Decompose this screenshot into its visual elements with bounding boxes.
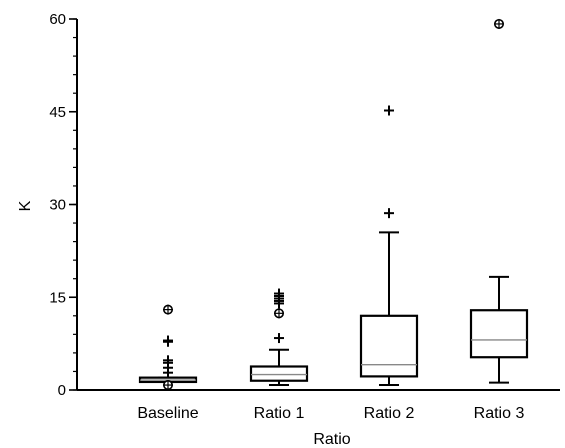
axes: 0 15 30 45 60 Baseline Ratio 1 Ratio 2 Ratio 3	[49, 11, 560, 422]
y-tick-label: 45	[49, 104, 66, 121]
x-category-label: Baseline	[137, 405, 198, 422]
x-category-label: Ratio 2	[364, 405, 415, 422]
x-axis-title: Ratio	[313, 431, 350, 448]
box-group	[249, 288, 309, 387]
x-category-label: Ratio 3	[474, 405, 525, 422]
box-marks	[138, 18, 529, 391]
box-group	[138, 304, 198, 391]
iqr-box	[469, 309, 529, 359]
y-axis-title: K	[17, 200, 34, 211]
y-tick-label: 60	[49, 11, 66, 28]
x-category-label: Ratio 1	[254, 405, 305, 422]
iqr-box	[249, 365, 309, 382]
box-group	[469, 18, 529, 384]
y-tick-label: 30	[49, 197, 66, 214]
box-group	[359, 105, 419, 387]
y-tick-label: 0	[58, 382, 66, 399]
iqr-box	[359, 314, 419, 378]
y-tick-label: 15	[49, 289, 66, 306]
